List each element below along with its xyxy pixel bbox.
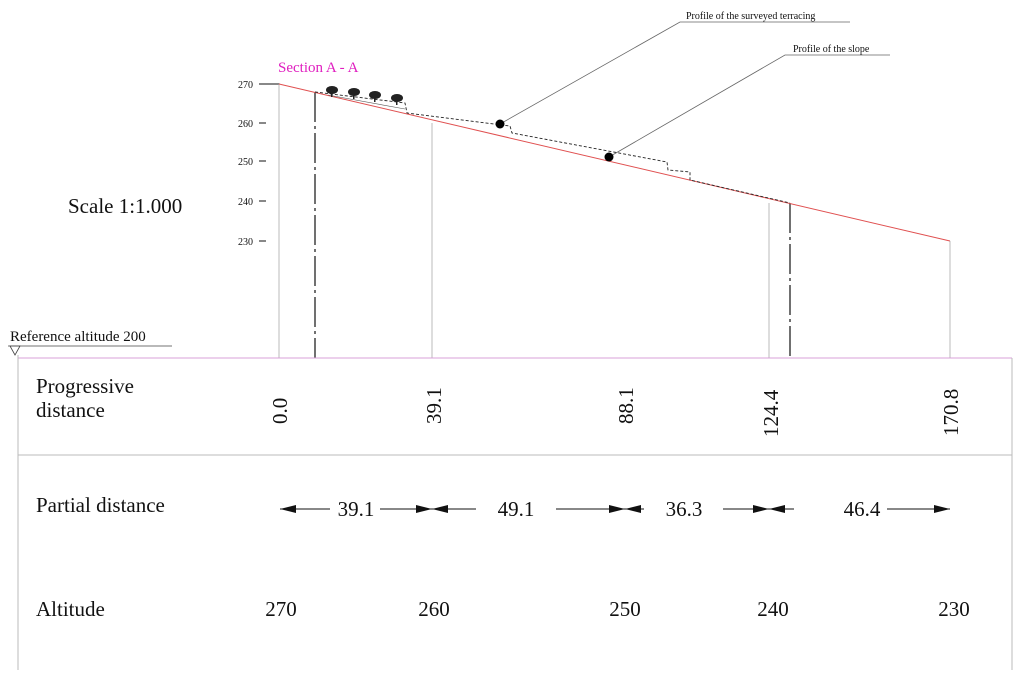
y-tick-label: 260 [238,119,253,130]
reference-altitude-label: Reference altitude 200 [10,329,146,345]
slope-marker-dot [604,152,614,162]
progressive-distance-values: 0.0 39.1 88.1 124.4 170.8 [268,387,963,437]
terracing-profile-line [314,91,791,204]
progressive-value: 124.4 [759,389,783,437]
progressive-value: 0.0 [268,398,292,424]
arrow-right-icon [753,505,769,513]
tree-icon [369,91,381,102]
section-title: Section A - A [278,60,359,76]
partial-value: 49.1 [498,497,535,521]
tree-icon [391,94,403,105]
terracing-callout-label: Profile of the surveyed terracing [686,11,815,22]
progressive-distance-row-label: Progressive distance [36,374,134,422]
callout-leaders [499,21,890,158]
partial-value: 39.1 [338,497,375,521]
y-axis-tick-marks [259,83,280,242]
altitude-value: 270 [265,597,297,621]
station-verticals [278,84,951,358]
terracing-leader-line [499,21,850,125]
slope-profile-line [278,83,951,242]
arrow-right-icon [416,505,432,513]
arrow-left-icon [280,505,296,513]
progressive-value: 39.1 [422,387,446,424]
tree-icon [326,86,338,97]
altitude-value: 250 [609,597,641,621]
arrow-left-icon [432,505,448,513]
arrow-right-icon [609,505,625,513]
y-tick-label: 250 [238,157,253,168]
altitude-values: 270 260 250 240 230 [265,597,970,621]
altitude-value: 260 [418,597,450,621]
reference-triangle-icon [9,345,21,356]
slope-leader-line [608,54,890,158]
altitude-value: 240 [757,597,789,621]
terracing-marker-dot [495,119,505,129]
partial-distance-row-label: Partial distance [36,493,165,517]
scale-label: Scale 1:1.000 [68,194,183,218]
tree-icon [348,88,360,99]
terracing-under-line [327,94,406,110]
progressive-value: 88.1 [614,387,638,424]
partial-distance-arrowheads [280,505,950,513]
partial-distance-values: 39.1 49.1 36.3 46.4 [338,497,881,521]
arrow-left-icon [625,505,641,513]
tree-icons [326,86,403,105]
y-tick-label: 240 [238,197,253,208]
altitude-value: 230 [938,597,970,621]
progressive-value: 170.8 [939,389,963,436]
altitude-row-label: Altitude [36,597,105,621]
arrow-left-icon [769,505,785,513]
arrow-right-icon [934,505,950,513]
partial-value: 36.3 [666,497,703,521]
dash-dot-verticals [314,92,791,358]
y-tick-label: 270 [238,80,253,91]
partial-value: 46.4 [844,497,881,521]
y-tick-label: 230 [238,237,253,248]
y-axis-ticks: 270 260 250 240 230 [238,80,253,248]
slope-callout-label: Profile of the slope [793,44,870,55]
